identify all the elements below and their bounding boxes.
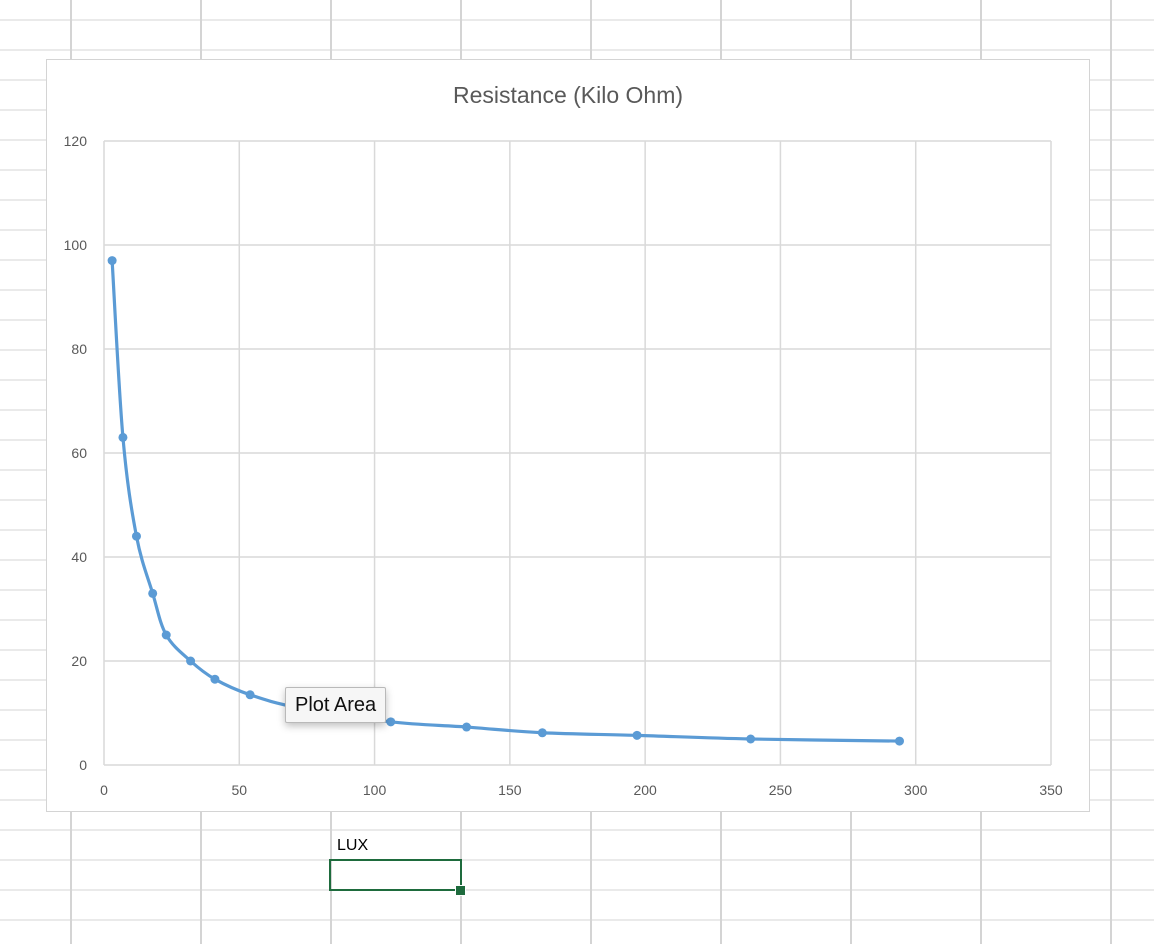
y-axis-tick-labels: 0 20 40 60 80 100 120 <box>64 133 88 773</box>
series-points <box>107 256 904 746</box>
y-tick-label: 100 <box>64 237 88 253</box>
x-tick-label: 0 <box>100 782 108 798</box>
x-tick-label: 250 <box>769 782 793 798</box>
data-point[interactable] <box>210 674 220 684</box>
chart-gridlines <box>103 140 1052 766</box>
y-tick-label: 120 <box>64 133 88 149</box>
data-point[interactable] <box>537 728 547 738</box>
data-point[interactable] <box>186 656 196 666</box>
x-tick-label: 100 <box>363 782 387 798</box>
data-point[interactable] <box>118 432 128 442</box>
data-point[interactable] <box>107 256 117 266</box>
data-point[interactable] <box>131 531 141 541</box>
x-tick-label: 50 <box>231 782 247 798</box>
x-tick-label: 350 <box>1039 782 1063 798</box>
data-point[interactable] <box>386 717 396 727</box>
fill-handle[interactable] <box>455 885 466 896</box>
series-line <box>110 259 902 743</box>
data-point[interactable] <box>148 588 158 598</box>
x-tick-label: 300 <box>904 782 928 798</box>
data-point[interactable] <box>746 734 756 744</box>
x-tick-label: 150 <box>498 782 522 798</box>
selected-cell[interactable] <box>329 859 462 891</box>
data-point[interactable] <box>632 730 642 740</box>
data-point[interactable] <box>462 722 472 732</box>
chart-title: Resistance (Kilo Ohm) <box>453 82 683 108</box>
y-tick-label: 20 <box>71 653 87 669</box>
y-tick-label: 0 <box>79 757 87 773</box>
data-point[interactable] <box>894 736 904 746</box>
data-point[interactable] <box>245 690 255 700</box>
x-axis-tick-labels: 0 50 100 150 200 250 300 350 <box>100 782 1063 798</box>
y-tick-label: 40 <box>71 549 87 565</box>
y-tick-label: 60 <box>71 445 87 461</box>
plot-area-tooltip: Plot Area <box>285 687 387 723</box>
cell-lux[interactable]: LUX <box>337 837 369 854</box>
data-point[interactable] <box>161 630 171 640</box>
x-tick-label: 200 <box>633 782 657 798</box>
y-tick-label: 80 <box>71 341 87 357</box>
